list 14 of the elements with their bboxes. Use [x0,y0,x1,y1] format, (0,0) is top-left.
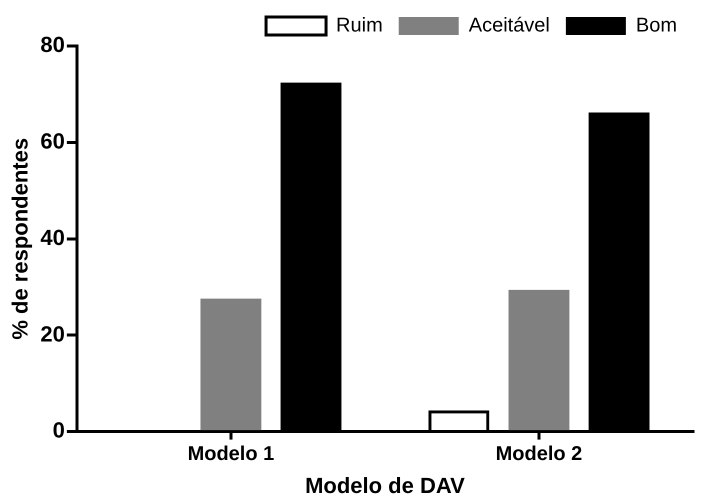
y-tick-label: 40 [40,224,65,250]
bar [200,298,262,430]
y-tick-label: 60 [40,128,65,154]
legend-label: Bom [636,14,677,37]
y-tick-label: 80 [40,32,65,58]
x-tick-label: Modelo 1 [188,443,274,466]
x-tick-label: Modelo 2 [496,443,582,466]
y-tick-label: 0 [52,418,65,443]
y-tick-label: 20 [40,321,65,346]
legend-label: Aceitável [468,14,550,37]
legend-label: Ruim [336,14,383,37]
bar [508,290,570,430]
x-axis-title: Modelo de DAV [305,472,466,498]
y-axis-title: % de respondentes [7,138,32,340]
